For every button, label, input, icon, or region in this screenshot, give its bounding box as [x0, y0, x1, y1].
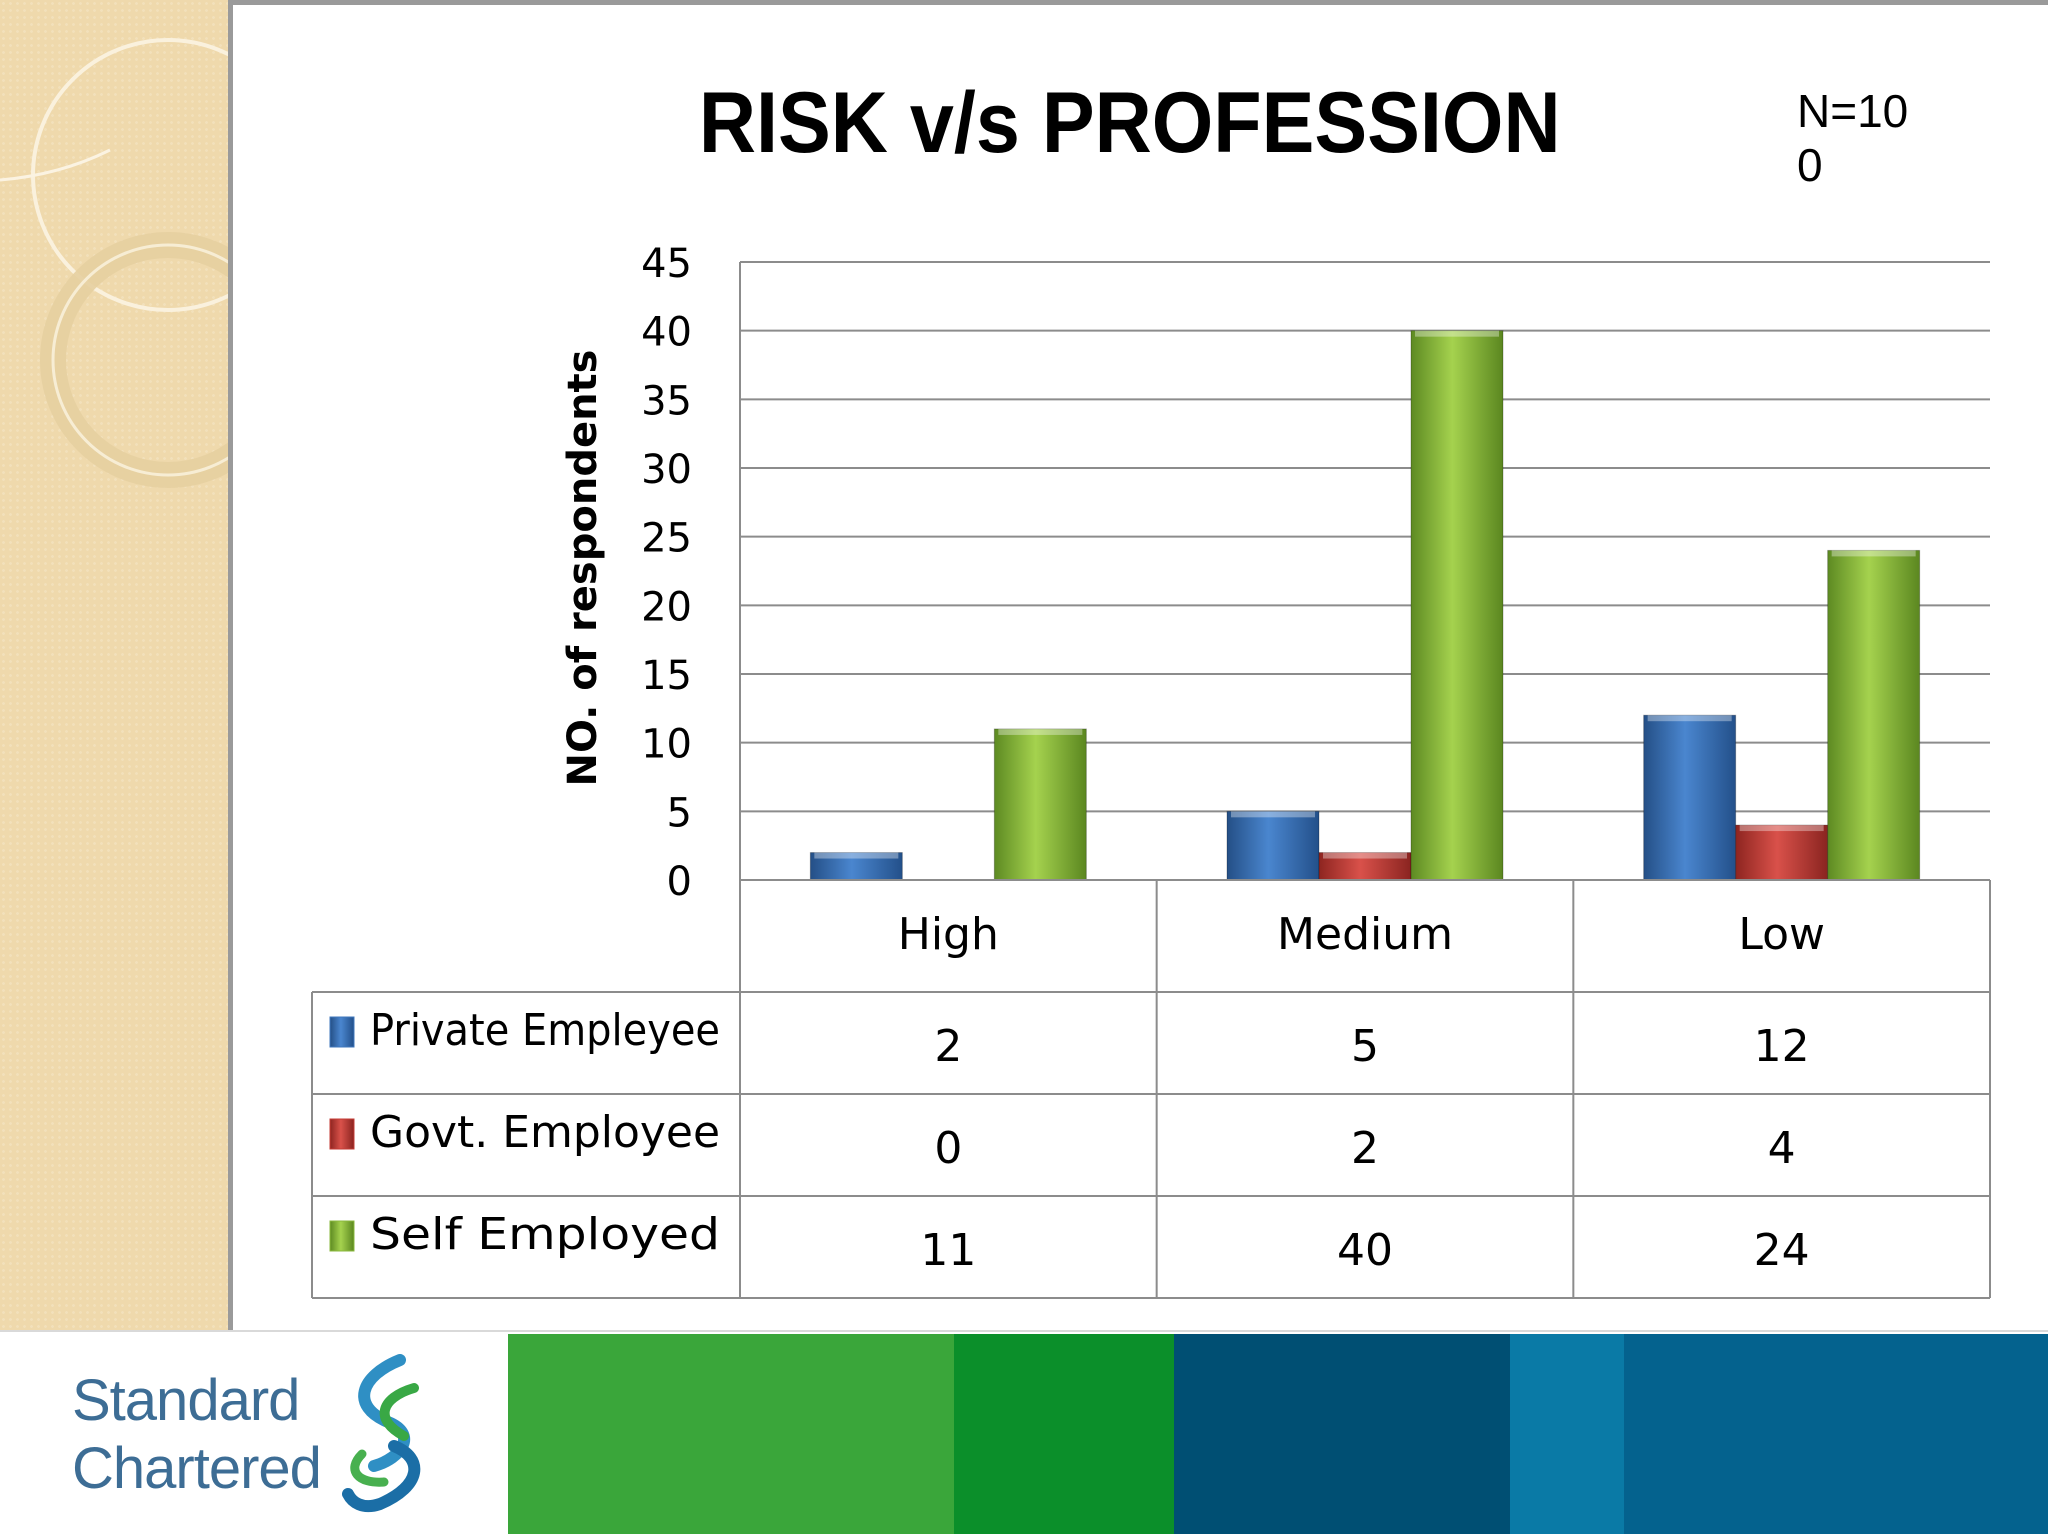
bar-highlight: [1415, 330, 1499, 337]
data-table-value: 40: [1337, 1225, 1393, 1276]
footer-band-3: [1174, 1334, 1510, 1534]
bar-govt-employee-low: [1735, 824, 1829, 881]
legend-swatch: [329, 1016, 355, 1048]
x-tick-label: Low: [1738, 909, 1825, 960]
data-table-value: 24: [1754, 1225, 1810, 1276]
bar-highlight: [1323, 852, 1407, 859]
y-tick-label: 35: [641, 378, 692, 424]
bar-highlight: [1647, 715, 1732, 722]
logo-text-standard: Standard: [72, 1368, 300, 1433]
bar-highlight: [814, 852, 899, 859]
legend-label: Govt. Employee: [370, 1107, 720, 1158]
footer-banner: Standard Chartered: [0, 1330, 2048, 1538]
footer-band-5: [1624, 1334, 2048, 1534]
data-table-value: 2: [1351, 1123, 1379, 1174]
legend-swatch: [329, 1118, 355, 1150]
sample-size-label: N=100: [1797, 85, 1909, 191]
data-table-value: 12: [1754, 1021, 1810, 1072]
bar-private-empleyee-low: [1643, 714, 1737, 881]
y-axis-label: NO. of respondents: [560, 350, 606, 787]
bar-self-employed-low: [1827, 549, 1921, 881]
standard-chartered-logo: Standard Chartered: [0, 1332, 508, 1538]
footer-band-1: [508, 1334, 954, 1534]
legend-label: Self Employed: [370, 1209, 720, 1260]
chart: RISK v/s PROFESSION NO. of respondents 0…: [311, 74, 1991, 1299]
y-tick-label: 5: [667, 790, 692, 836]
bar-highlight: [1739, 825, 1824, 832]
bar-private-empleyee-medium: [1226, 810, 1320, 881]
data-table-value: 11: [920, 1225, 976, 1276]
legend-swatch: [329, 1220, 355, 1252]
bar-highlight: [1231, 811, 1315, 818]
bar-self-employed-high: [993, 728, 1087, 881]
data-table-value: 2: [934, 1021, 962, 1072]
data-table-value: 5: [1351, 1021, 1379, 1072]
legend-label: Private Empleyee: [370, 1005, 720, 1056]
x-tick-label: Medium: [1277, 909, 1453, 960]
footer-band-4: [1510, 1334, 1624, 1534]
bar-highlight: [1831, 550, 1916, 557]
y-tick-label: 40: [641, 310, 692, 356]
y-tick-label: 30: [641, 447, 692, 493]
bar-self-employed-medium: [1410, 330, 1504, 881]
footer-band-2: [954, 1334, 1174, 1534]
y-tick-label: 25: [641, 516, 692, 562]
standard-chartered-swirl-icon: [342, 1354, 421, 1513]
y-tick-label: 15: [641, 653, 692, 699]
slide: [228, 0, 2048, 1330]
bar-highlight: [998, 728, 1083, 735]
y-tick-label: 45: [641, 241, 692, 287]
decorative-rings: [0, 38, 228, 488]
y-tick-label: 0: [667, 859, 692, 905]
decorative-side-panel: [0, 0, 228, 1330]
logo-text-chartered: Chartered: [72, 1436, 322, 1501]
y-tick-label: 10: [641, 722, 692, 768]
x-tick-label: High: [898, 909, 999, 960]
data-table-value: 4: [1768, 1123, 1796, 1174]
chart-title: RISK v/s PROFESSION: [699, 74, 1561, 171]
y-tick-label: 20: [641, 584, 692, 630]
data-table-value: 0: [934, 1123, 962, 1174]
